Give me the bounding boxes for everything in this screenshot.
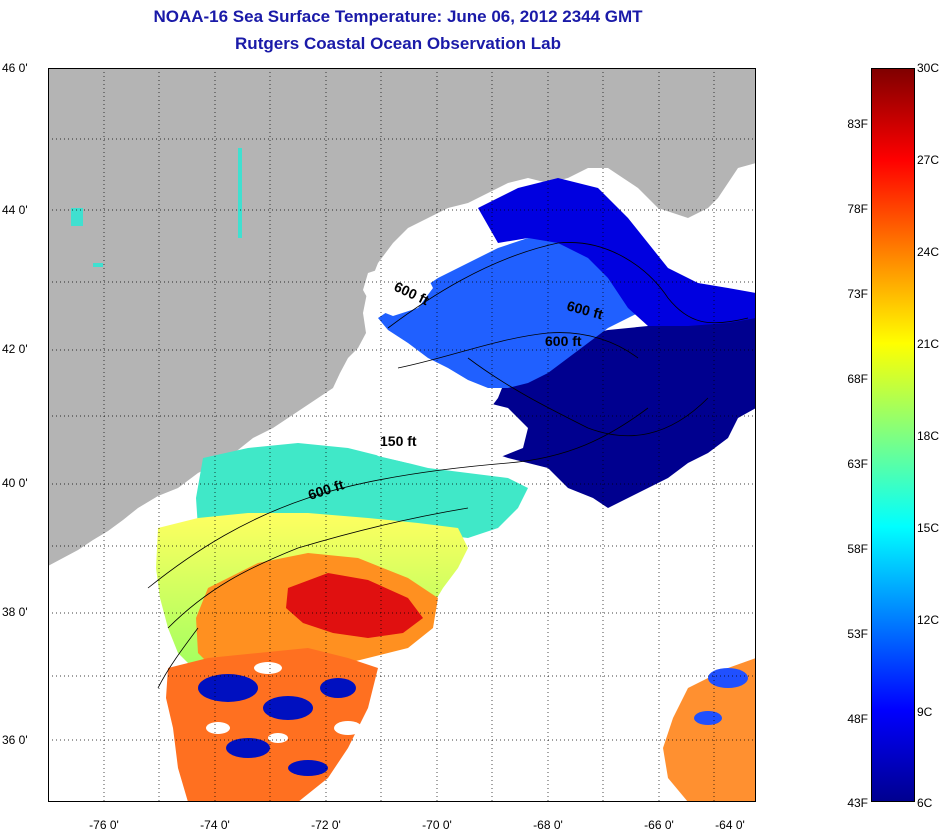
lat-label: 42 0' (2, 342, 28, 356)
map-frame (48, 68, 756, 802)
temperature-colorbar (871, 68, 915, 802)
southern-cold-patches (198, 674, 356, 776)
cloud-patch-cape-cod (346, 388, 528, 466)
isobath-label: 150 ft (380, 433, 417, 449)
colorbar-fahrenheit-label: 68F (847, 372, 868, 386)
land-area (48, 68, 756, 566)
lat-label: 40 0' (2, 476, 28, 490)
cloud-patch-maine (363, 263, 433, 316)
colorbar-fahrenheit-label: 73F (847, 287, 868, 301)
lon-label: -70 0' (422, 818, 452, 832)
sst-map: 600 ft 600 ft 600 ft 150 ft 600 ft (48, 68, 756, 802)
colorbar-fahrenheit-label: 63F (847, 457, 868, 471)
colorbar-fahrenheit-label: 48F (847, 712, 868, 726)
colorbar-fahrenheit-label: 53F (847, 627, 868, 641)
colorbar-fahrenheit-label: 83F (847, 117, 868, 131)
colorbar-celsius-label: 12C (917, 613, 940, 627)
colorbar-celsius-label: 27C (917, 153, 940, 167)
bay-of-fundy-water (478, 178, 756, 326)
colorbar-celsius-label: 9C (917, 705, 933, 719)
lat-label: 44 0' (2, 203, 28, 217)
colorbar-celsius-label: 21C (917, 337, 940, 351)
colorbar-fahrenheit-label: 43F (847, 796, 868, 810)
lat-label: 36 0' (2, 733, 28, 747)
map-subtitle: Rutgers Coastal Ocean Observation Lab (235, 34, 561, 53)
lon-label: -64 0' (715, 818, 745, 832)
lat-label: 46 0' (2, 61, 28, 75)
map-title: NOAA-16 Sea Surface Temperature: June 06… (153, 7, 643, 26)
colorbar-fahrenheit-label: 58F (847, 542, 868, 556)
bathymetry-contours (147, 242, 749, 689)
colorbar-celsius-label: 24C (917, 245, 940, 259)
southern-clouds (206, 662, 362, 743)
colorbar-celsius-label: 30C (917, 61, 940, 75)
colorbar-celsius-label: 18C (917, 429, 940, 443)
gulf-stream-hot-core (286, 573, 423, 638)
lon-label: -76 0' (89, 818, 119, 832)
gulf-of-maine-water (378, 228, 648, 388)
coastal-warm-highlights (71, 148, 242, 267)
lon-label: -72 0' (311, 818, 341, 832)
colorbar-celsius-label: 6C (917, 796, 933, 810)
southeast-warm-water (663, 658, 756, 802)
lon-label: -66 0' (644, 818, 674, 832)
lat-label: 38 0' (2, 605, 28, 619)
lon-label: -74 0' (200, 818, 230, 832)
colorbar-celsius-label: 15C (917, 521, 940, 535)
isobath-label: 600 ft (545, 333, 582, 349)
lon-label: -68 0' (533, 818, 563, 832)
southeast-cold-patches (694, 668, 748, 725)
colorbar-fahrenheit-label: 78F (847, 202, 868, 216)
